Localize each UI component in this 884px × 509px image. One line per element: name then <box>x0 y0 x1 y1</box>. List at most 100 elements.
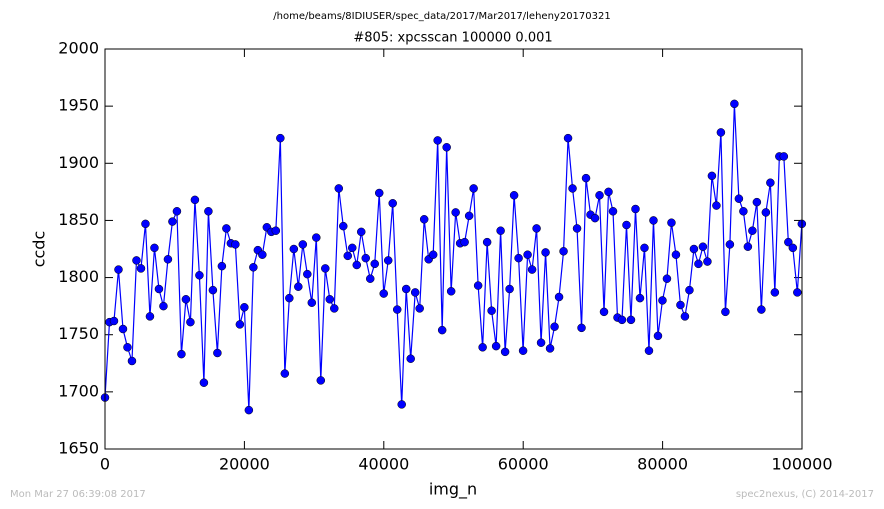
data-point <box>523 250 532 259</box>
data-point <box>136 264 146 273</box>
data-point <box>473 281 483 290</box>
data-point <box>352 260 362 270</box>
data-point <box>240 303 249 312</box>
data-point <box>343 251 353 261</box>
y-tick-label: 1800 <box>58 267 99 286</box>
data-point <box>617 315 627 325</box>
data-point <box>793 288 802 297</box>
data-point <box>109 316 119 326</box>
data-point <box>330 304 339 313</box>
data-point <box>568 184 577 193</box>
data-point <box>743 242 753 251</box>
data-point <box>168 217 177 226</box>
data-point <box>577 323 586 333</box>
data-point <box>703 257 712 266</box>
data-point <box>177 349 186 359</box>
data-point <box>545 344 555 353</box>
data-point <box>361 253 370 263</box>
data-point <box>365 274 375 283</box>
data-point <box>294 282 303 291</box>
data-point <box>141 219 150 229</box>
data-point <box>757 305 766 314</box>
data-point <box>303 269 312 279</box>
data-point <box>680 312 690 321</box>
data-point <box>132 256 141 265</box>
data-point <box>658 296 667 305</box>
data-point <box>428 250 438 259</box>
data-point <box>739 207 748 216</box>
series-line <box>104 103 803 411</box>
data-point <box>599 307 609 317</box>
suptitle: /home/beams/8IDIUSER/spec_data/2017/Mar2… <box>273 11 610 22</box>
data-point <box>635 293 645 303</box>
data-point <box>213 348 222 358</box>
data-point <box>496 226 505 235</box>
data-point <box>761 208 771 217</box>
data-point <box>258 250 267 259</box>
chart-title: #805: xpcsscan 100000 0.001 <box>353 31 552 46</box>
plot-frame <box>104 48 803 450</box>
data-point <box>590 213 600 223</box>
data-point <box>770 288 780 297</box>
data-point <box>325 295 335 304</box>
data-point <box>460 237 469 247</box>
data-point <box>622 220 631 230</box>
data-point <box>730 99 739 109</box>
data-point <box>190 195 200 205</box>
data-point <box>145 312 155 321</box>
data-point <box>734 194 744 203</box>
data-point <box>550 322 559 331</box>
data-point <box>766 178 775 187</box>
data-point <box>581 173 591 183</box>
x-tick-label: 40000 <box>358 455 409 474</box>
data-point <box>788 243 798 253</box>
data-point <box>339 221 348 231</box>
data-point <box>725 240 735 249</box>
data-point <box>689 244 699 254</box>
data-point <box>312 233 321 242</box>
data-point <box>419 215 429 224</box>
data-point <box>298 240 308 249</box>
data-point <box>374 188 384 198</box>
data-point <box>649 216 658 225</box>
data-point <box>685 285 694 295</box>
data-point <box>379 289 388 298</box>
y-axis-label: ccdc <box>30 231 49 268</box>
y-tick-label: 1650 <box>58 439 99 458</box>
data-point <box>437 325 447 335</box>
data-point <box>249 263 258 272</box>
data-point <box>397 400 406 409</box>
y-tick-label: 1750 <box>58 324 99 343</box>
data-point <box>532 224 541 233</box>
data-point <box>410 288 420 297</box>
y-tick-label: 1700 <box>58 381 99 400</box>
y-tick-label: 2000 <box>58 39 99 58</box>
data-point <box>316 376 326 385</box>
data-point <box>514 253 523 263</box>
data-point <box>608 207 618 216</box>
data-point <box>348 243 357 253</box>
data-point <box>357 227 366 237</box>
data-point <box>401 284 411 294</box>
data-point <box>712 201 721 210</box>
data-point <box>204 207 213 216</box>
x-tick-label: 80000 <box>637 455 688 474</box>
data-point <box>563 133 573 143</box>
data-point <box>217 261 227 271</box>
data-point <box>559 247 568 256</box>
data-point <box>469 184 478 193</box>
data-point <box>500 347 510 357</box>
data-point <box>334 184 344 193</box>
data-point <box>114 265 123 274</box>
y-tick-label: 1950 <box>58 96 99 115</box>
data-point <box>676 300 685 310</box>
data-point <box>667 218 676 227</box>
data-point <box>464 211 474 221</box>
data-point <box>536 338 546 347</box>
data-point <box>527 265 537 274</box>
footer-left: Mon Mar 27 06:39:08 2017 <box>10 489 146 500</box>
data-point <box>154 284 164 294</box>
data-point <box>181 295 191 304</box>
data-point <box>662 274 672 283</box>
